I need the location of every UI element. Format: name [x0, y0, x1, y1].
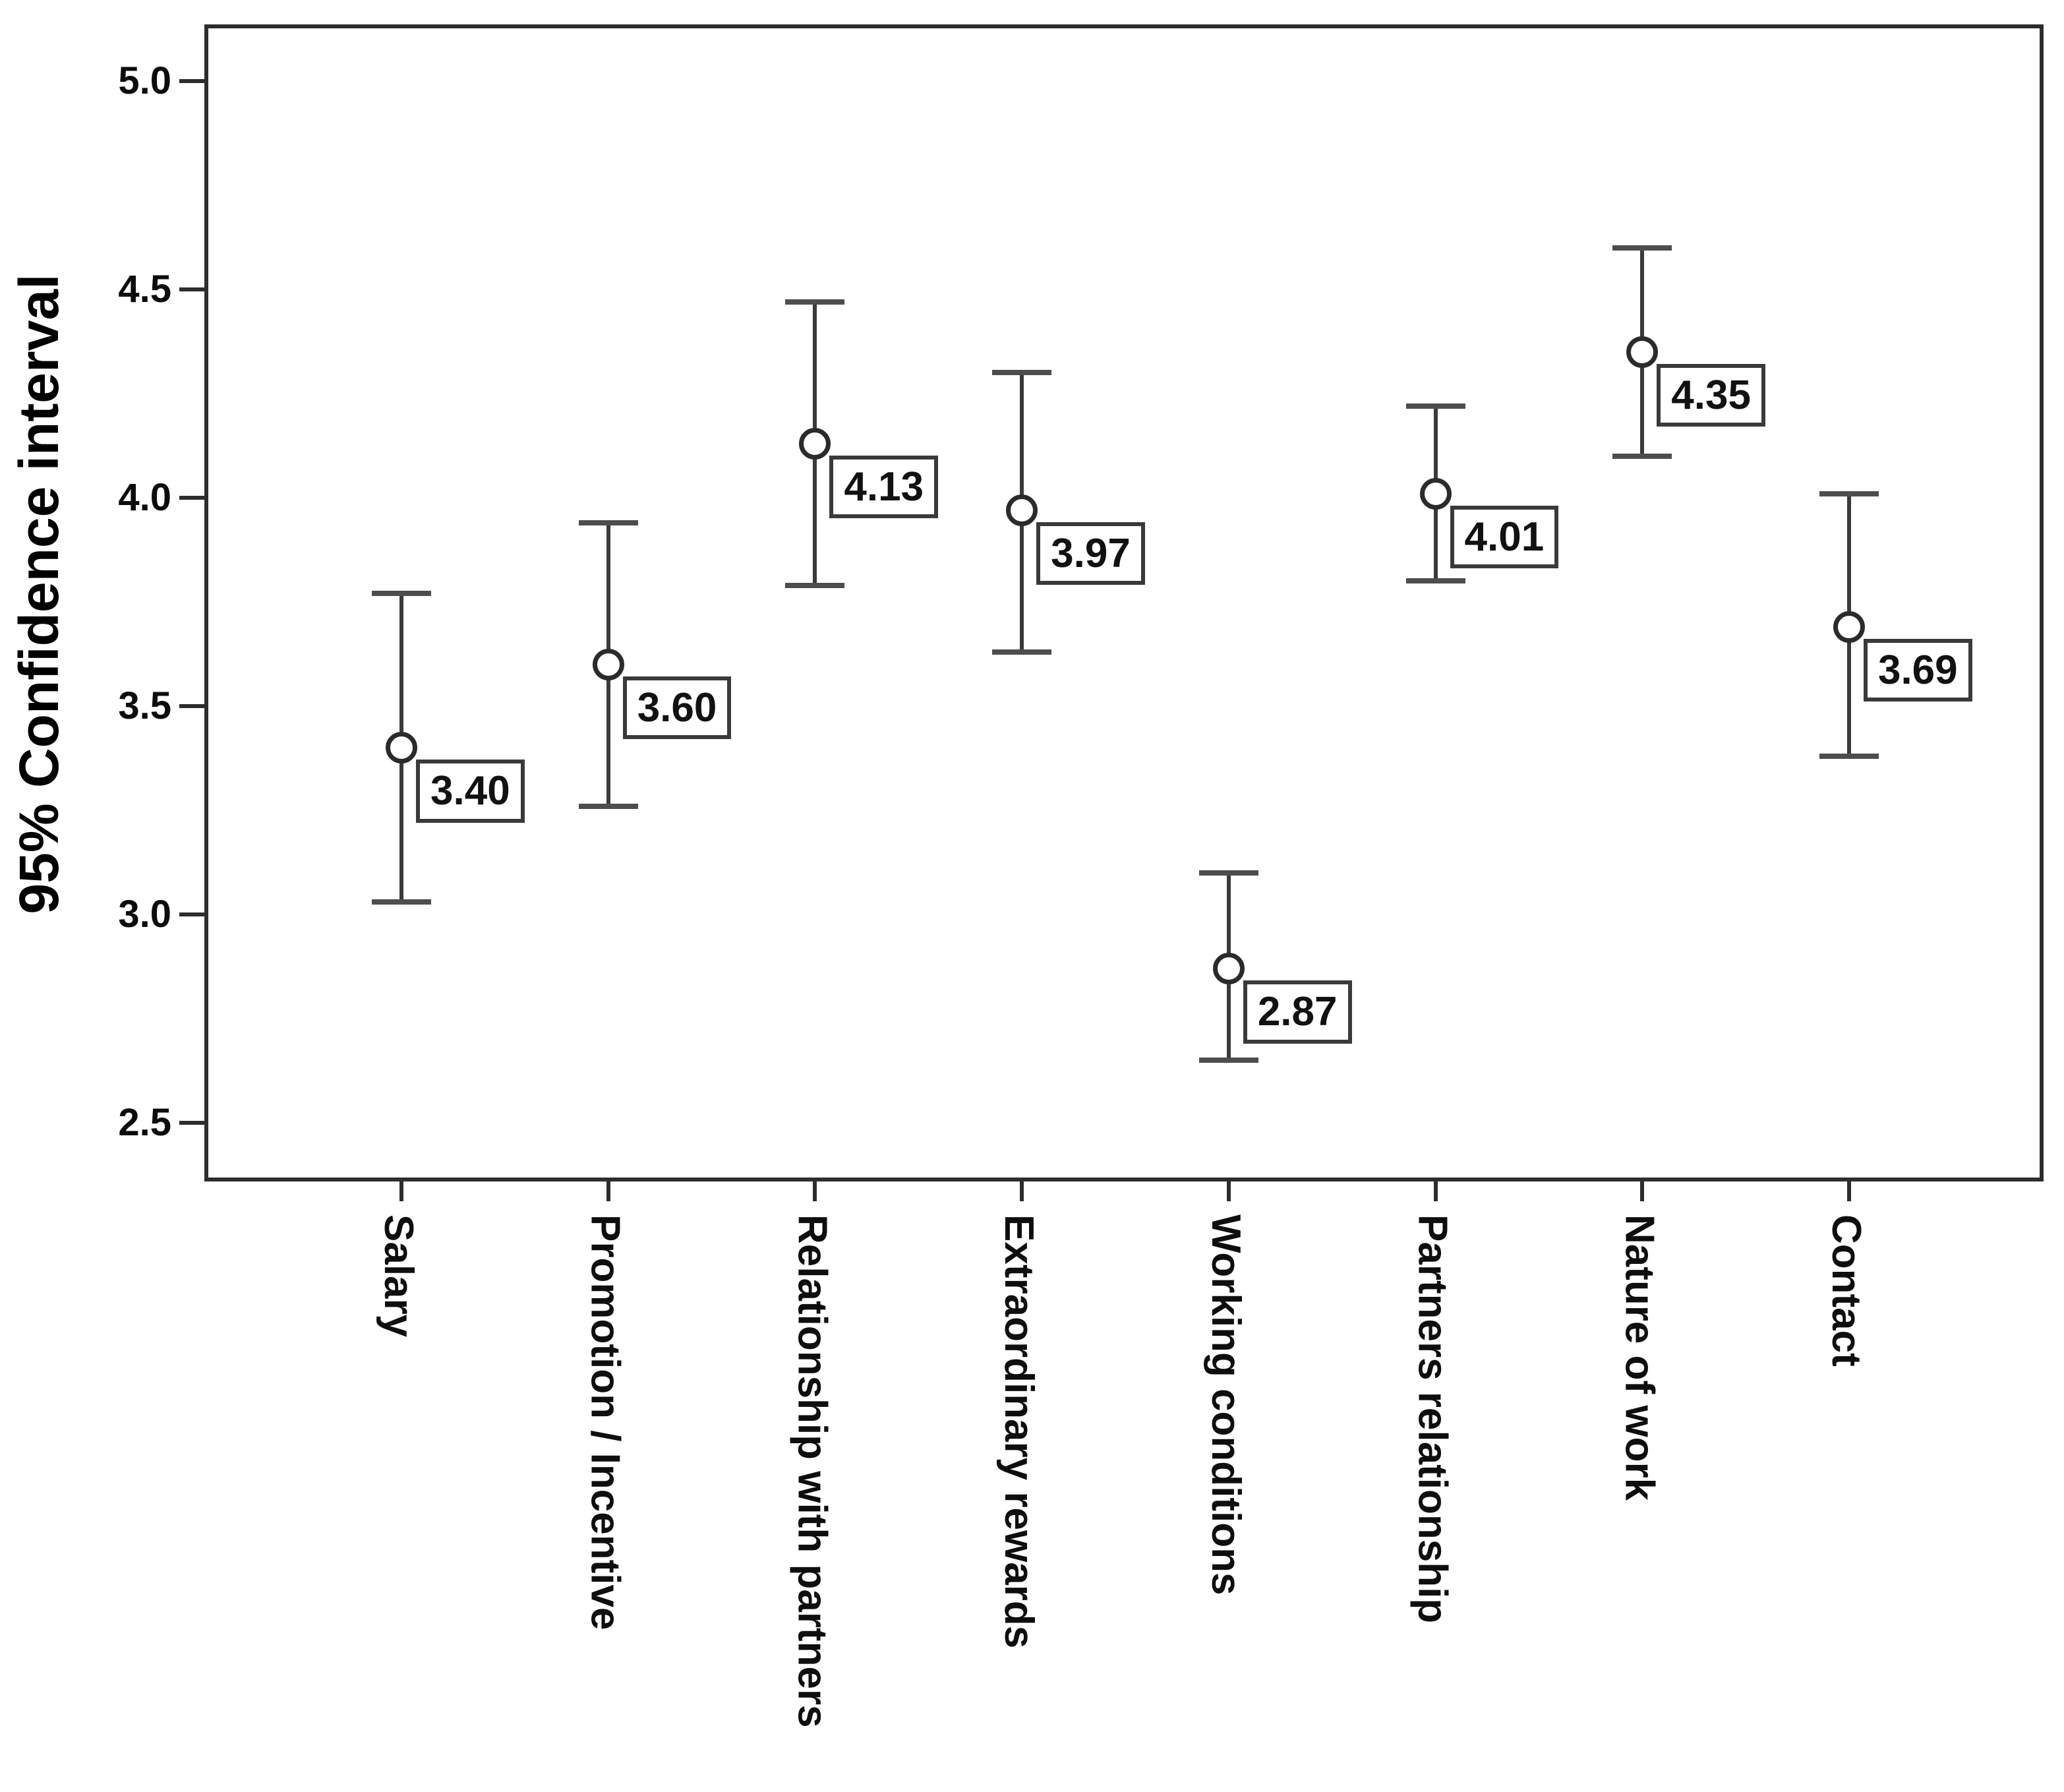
x-axis-label-partners-relationship: Partners relationship	[1409, 1214, 1456, 1624]
errorbar-cap-lower-partners-relationship	[1405, 578, 1465, 584]
y-tick-label: 3.5	[118, 684, 171, 727]
mean-value-label-promotion-incentive: 3.60	[622, 676, 732, 740]
x-axis-label-working-conditions: Working conditions	[1202, 1214, 1249, 1596]
errorbar-cap-upper-promotion-incentive	[578, 520, 638, 525]
mean-value-label-nature-of-work: 4.35	[1657, 363, 1765, 427]
y-tick-label: 3.0	[118, 893, 171, 936]
x-tick-mark	[1226, 1181, 1231, 1201]
x-axis-label-contact: Contact	[1823, 1214, 1869, 1367]
x-tick-mark	[1020, 1181, 1024, 1201]
y-tick-label: 5.0	[118, 59, 171, 102]
x-tick-mark	[813, 1181, 817, 1201]
mean-marker-salary	[386, 732, 417, 764]
errorbar-cap-lower-contact	[1819, 753, 1879, 759]
y-tick-mark	[179, 287, 204, 291]
mean-value-label-extraordinary-rewards: 3.97	[1036, 522, 1145, 585]
x-tick-mark	[1640, 1181, 1645, 1201]
errorbar-cap-lower-promotion-incentive	[578, 803, 638, 809]
x-axis-label-extraordinary-rewards: Extraordinary rewards	[996, 1214, 1042, 1649]
errorbar-cap-upper-nature-of-work	[1612, 245, 1672, 251]
mean-marker-partners-relationship	[1419, 477, 1452, 510]
mean-value-label-partners-relationship: 4.01	[1450, 505, 1559, 569]
errorbar-cap-lower-extraordinary-rewards	[992, 649, 1052, 655]
x-axis-label-relationship-with-partners: Relationship with partners	[789, 1214, 835, 1728]
y-tick-label: 4.0	[118, 476, 171, 519]
errorbar-cap-lower-relationship-with-partners	[785, 582, 845, 588]
errorbar-cap-upper-partners-relationship	[1405, 403, 1465, 409]
x-tick-mark	[606, 1181, 610, 1201]
mean-value-label-salary: 3.40	[416, 760, 525, 823]
y-tick-mark	[179, 912, 204, 916]
x-tick-mark	[1846, 1181, 1851, 1201]
mean-value-label-relationship-with-partners: 4.13	[829, 455, 939, 519]
mean-value-label-working-conditions: 2.87	[1243, 980, 1352, 1044]
errorbar-cap-lower-working-conditions	[1198, 1058, 1258, 1063]
plot-area	[204, 24, 2044, 1181]
mean-marker-nature-of-work	[1626, 336, 1659, 368]
x-axis-label-promotion-incentive: Promotion / Incentive	[582, 1214, 628, 1630]
mean-marker-extraordinary-rewards	[1006, 494, 1038, 526]
mean-marker-working-conditions	[1212, 953, 1245, 985]
errorbar-cap-upper-contact	[1819, 491, 1879, 496]
y-axis-title: 95% Confidence interval	[8, 274, 70, 914]
x-tick-mark	[1433, 1181, 1438, 1201]
x-tick-mark	[399, 1181, 403, 1201]
errorbar-cap-upper-extraordinary-rewards	[992, 370, 1052, 376]
y-tick-label: 4.5	[118, 268, 171, 311]
errorbar-cap-lower-nature-of-work	[1612, 453, 1672, 459]
mean-marker-promotion-incentive	[592, 648, 624, 680]
errorbar-cap-upper-working-conditions	[1198, 870, 1258, 876]
errorbar-cap-upper-salary	[372, 591, 431, 597]
y-tick-mark	[179, 79, 204, 83]
mean-value-label-contact: 3.69	[1863, 638, 1972, 702]
errorbar-cap-lower-salary	[372, 899, 431, 905]
mean-marker-relationship-with-partners	[799, 427, 831, 460]
x-axis-label-nature-of-work: Nature of work	[1616, 1214, 1663, 1501]
x-axis-label-salary: Salary	[376, 1214, 421, 1338]
y-tick-mark	[179, 496, 204, 500]
y-tick-mark	[179, 704, 204, 708]
errorbar-cap-upper-relationship-with-partners	[785, 299, 845, 305]
y-tick-label: 2.5	[118, 1101, 171, 1144]
y-tick-mark	[179, 1121, 204, 1125]
mean-marker-contact	[1833, 611, 1865, 643]
